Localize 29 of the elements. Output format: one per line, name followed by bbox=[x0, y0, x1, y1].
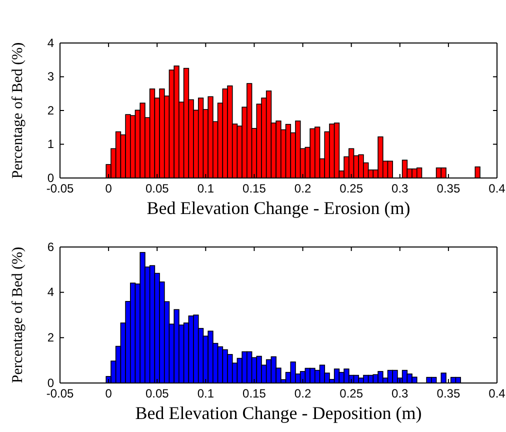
x-tick-label: 0.2 bbox=[294, 386, 312, 401]
x-tick-label: 0.15 bbox=[242, 182, 266, 196]
y-axis-title: Percentage of Bed (%) bbox=[10, 246, 26, 384]
y-tick-label: 2 bbox=[47, 330, 54, 345]
x-tick-label: 0.05 bbox=[145, 182, 170, 196]
y-tick-label: 3 bbox=[47, 70, 54, 84]
x-axis-title: Bed Elevation Change - Erosion (m) bbox=[146, 198, 410, 218]
x-tick-label: 0.25 bbox=[340, 182, 364, 196]
y-tick-label: 1 bbox=[47, 137, 54, 152]
x-tick-label: 0.3 bbox=[392, 182, 409, 196]
x-tick-label: 0 bbox=[105, 386, 112, 401]
x-tick-label: 0.1 bbox=[197, 386, 214, 401]
x-tick-label: 0.2 bbox=[294, 182, 312, 196]
y-tick-label: 2 bbox=[47, 103, 54, 118]
x-tick-label: 0.3 bbox=[392, 386, 409, 401]
x-tick-label: 0.35 bbox=[436, 386, 460, 401]
y-tick-label: 4 bbox=[47, 36, 54, 50]
x-axis-title: Bed Elevation Change - Deposition (m) bbox=[135, 403, 422, 423]
x-tick-label: 0 bbox=[105, 182, 112, 196]
y-tick-label: 6 bbox=[47, 240, 54, 254]
y-tick-label: 4 bbox=[47, 285, 54, 300]
x-tick-label: 0.4 bbox=[488, 182, 506, 196]
x-tick-label: 0.1 bbox=[197, 182, 214, 196]
x-tick-label: 0.15 bbox=[242, 386, 266, 401]
x-tick-label: 0.35 bbox=[436, 182, 460, 196]
x-tick-label: 0.25 bbox=[340, 386, 364, 401]
x-tick-label: 0.4 bbox=[488, 386, 506, 401]
x-tick-label: 0.05 bbox=[145, 386, 170, 401]
y-axis-title: Percentage of Bed (%) bbox=[10, 42, 26, 179]
